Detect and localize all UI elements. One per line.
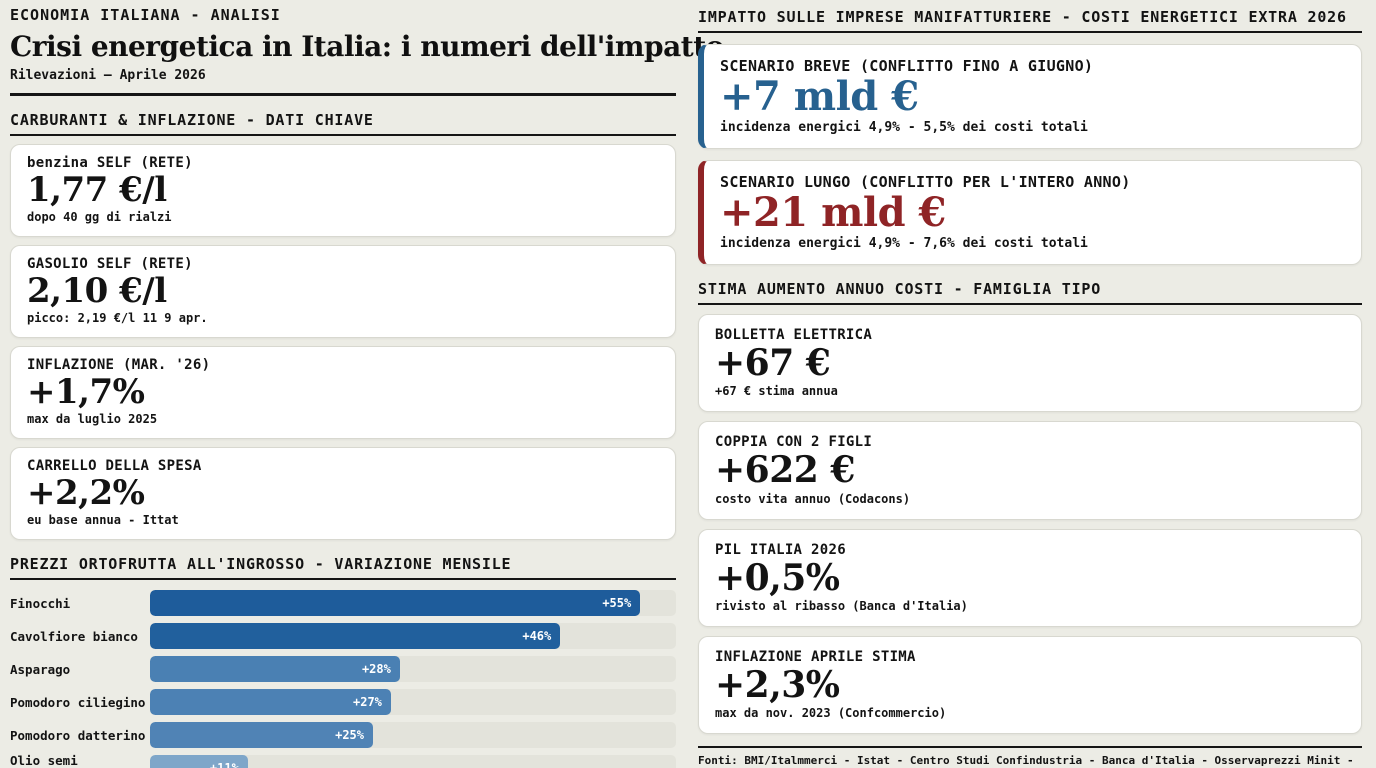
left-column: ECONOMIA ITALIANA - ANALISI Crisi energe… [10,6,724,768]
bar-track: +11% [150,755,676,768]
stat-label: PIL ITALIA 2026 [715,541,846,558]
section-title-fuel: CARBURANTI & INFLAZIONE - DATI CHIAVE [10,111,676,136]
bar-category-label: Pomodoro datterino [10,727,146,743]
stat-card-inflazione-aprile: INFLAZIONE APRILE STIMA +2,3% max da nov… [698,635,1362,735]
bar-category-label: Cavolfiore bianco [10,628,138,644]
stat-note: costo vita annuo (Codacons) [715,491,911,506]
stat-value: +1,7% [27,372,145,413]
stat-value: +622 € [715,449,855,492]
bar-value-label: +27% [353,695,382,710]
footer-divider [698,746,1362,749]
stat-note: rivisto al ribasso (Banca d'Italia) [715,598,968,613]
scenario-card-lungo: SCENARIO LUNGO (CONFLITTO PER L'INTERO A… [698,160,1362,265]
stat-card-bolletta: BOLLETTA ELETTRICA +67 € +67 € stima ann… [698,314,1362,413]
scenario-card-breve: SCENARIO BREVE (CONFLITTO FINO A GIUGNO)… [698,44,1362,149]
stat-value: +2,2% [27,473,145,514]
stat-card-inflazione: INFLAZIONE (MAR. '26) +1,7% max da lugli… [10,346,676,440]
bar-track: +28% [150,656,676,683]
stat-note: eu base annua - Ittat [27,513,179,528]
bar-track: +55% [150,590,676,617]
bar-fill: +11% [150,755,248,768]
bar-fill: +55% [150,590,641,617]
stat-label: GASOLIO SELF (RETE) [27,256,193,273]
bar-row: Cavolfiore bianco +46% [10,623,676,650]
bar-fill: +28% [150,656,400,683]
stat-value: +2,3% [715,663,840,706]
bar-value-label: +28% [361,662,391,677]
stat-value: +0,5% [715,556,840,599]
scenario-label: SCENARIO LUNGO (CONFLITTO PER L'INTERO A… [720,173,1131,191]
bar-fill: +27% [150,689,391,716]
scenario-value: +21 mld € [720,189,946,236]
bar-fill: +46% [150,623,561,650]
bar-track: +27% [150,689,676,716]
bar-row: Finocchi +55% [10,590,676,617]
bar-value-label: +55% [602,596,632,611]
stat-card-gasolio: GASOLIO SELF (RETE) 2,10 €/l picco: 2,19… [10,245,676,339]
bar-category-label: Pomodoro ciliegino [10,694,146,710]
stat-card-benzina: benzina SELF (RETE) 1,77 €/l dopo 40 gg … [10,144,676,238]
scenario-value: +7 mld € [720,73,919,120]
bar-row: Pomodoro datterino +25% [10,722,676,749]
sources-footnote: Fonti: BMI/Italmmerci - Istat - Centro S… [698,754,1354,768]
bar-row: Asparago +28% [10,656,676,683]
bar-category-label: Olio semi (biofuel) [10,753,78,768]
stat-label: benzina SELF (RETE) [27,155,193,171]
bar-track: +46% [150,623,676,650]
stat-card-carrello: CARRELLO DELLA SPESA +2,2% eu base annua… [10,447,676,541]
right-column: IMPATTO SULLE IMPRESE MANIFATTURIERE - C… [688,0,1376,768]
stat-note: max da nov. 2023 (Confcommercio) [715,706,947,721]
stat-label: INFLAZIONE (MAR. '26) [27,357,211,374]
scenario-note: incidenza energici 4,9% - 7,6% dei costi… [720,236,1088,251]
stat-value: 1,77 €/l [27,170,167,210]
produce-bar-chart: Finocchi +55% Cavolfiore bianco +46% Asp… [10,590,676,768]
bar-row: Olio semi (biofuel) +11% [10,753,676,768]
stat-value: 2,10 €/l [27,271,167,312]
stat-value: +67 € [715,342,831,384]
stat-note: picco: 2,19 €/l 11 9 apr. [27,311,208,326]
header-divider [10,93,676,96]
page-title: Crisi energetica in Italia: i numeri del… [10,30,724,63]
scenario-note: incidenza energici 4,9% - 5,5% dei costi… [720,120,1088,135]
triangle-watermark-icon [1280,692,1328,726]
section-title-famiglia: STIMA AUMENTO ANNUO COSTI - FAMIGLIA TIP… [698,280,1362,305]
stat-note: +67 € stima annua [715,384,838,399]
bar-value-label: +25% [335,728,365,743]
stat-card-coppia: COPPIA CON 2 FIGLI +622 € costo vita ann… [698,421,1362,520]
kicker: ECONOMIA ITALIANA - ANALISI [10,6,281,24]
bar-fill: +25% [150,722,374,749]
stat-label: COPPIA CON 2 FIGLI [715,434,873,451]
bar-row: Pomodoro ciliegino +27% [10,689,676,716]
bar-track: +25% [150,722,676,749]
section-title-ortofrutta: PREZZI ORTOFRUTTA ALL'INGROSSO - VARIAZI… [10,555,676,581]
stat-label: CARRELLO DELLA SPESA [27,458,202,475]
stat-label: INFLAZIONE APRILE STIMA [715,648,916,665]
page-subtitle: Rilevazioni — Aprile 2026 [10,68,206,83]
section-title-imprese: IMPATTO SULLE IMPRESE MANIFATTURIERE - C… [698,8,1362,33]
bar-value-label: +11% [210,761,239,768]
bar-category-label: Finocchi [10,595,71,611]
stat-card-pil: PIL ITALIA 2026 +0,5% rivisto al ribasso… [698,528,1362,627]
bar-value-label: +46% [522,629,552,644]
stat-note: dopo 40 gg di rialzi [27,210,172,225]
scenario-label: SCENARIO BREVE (CONFLITTO FINO A GIUGNO) [720,57,1094,75]
stat-label: BOLLETTA ELETTRICA [715,327,873,343]
stat-note: max da luglio 2025 [27,412,158,427]
bar-category-label: Asparago [10,661,71,677]
